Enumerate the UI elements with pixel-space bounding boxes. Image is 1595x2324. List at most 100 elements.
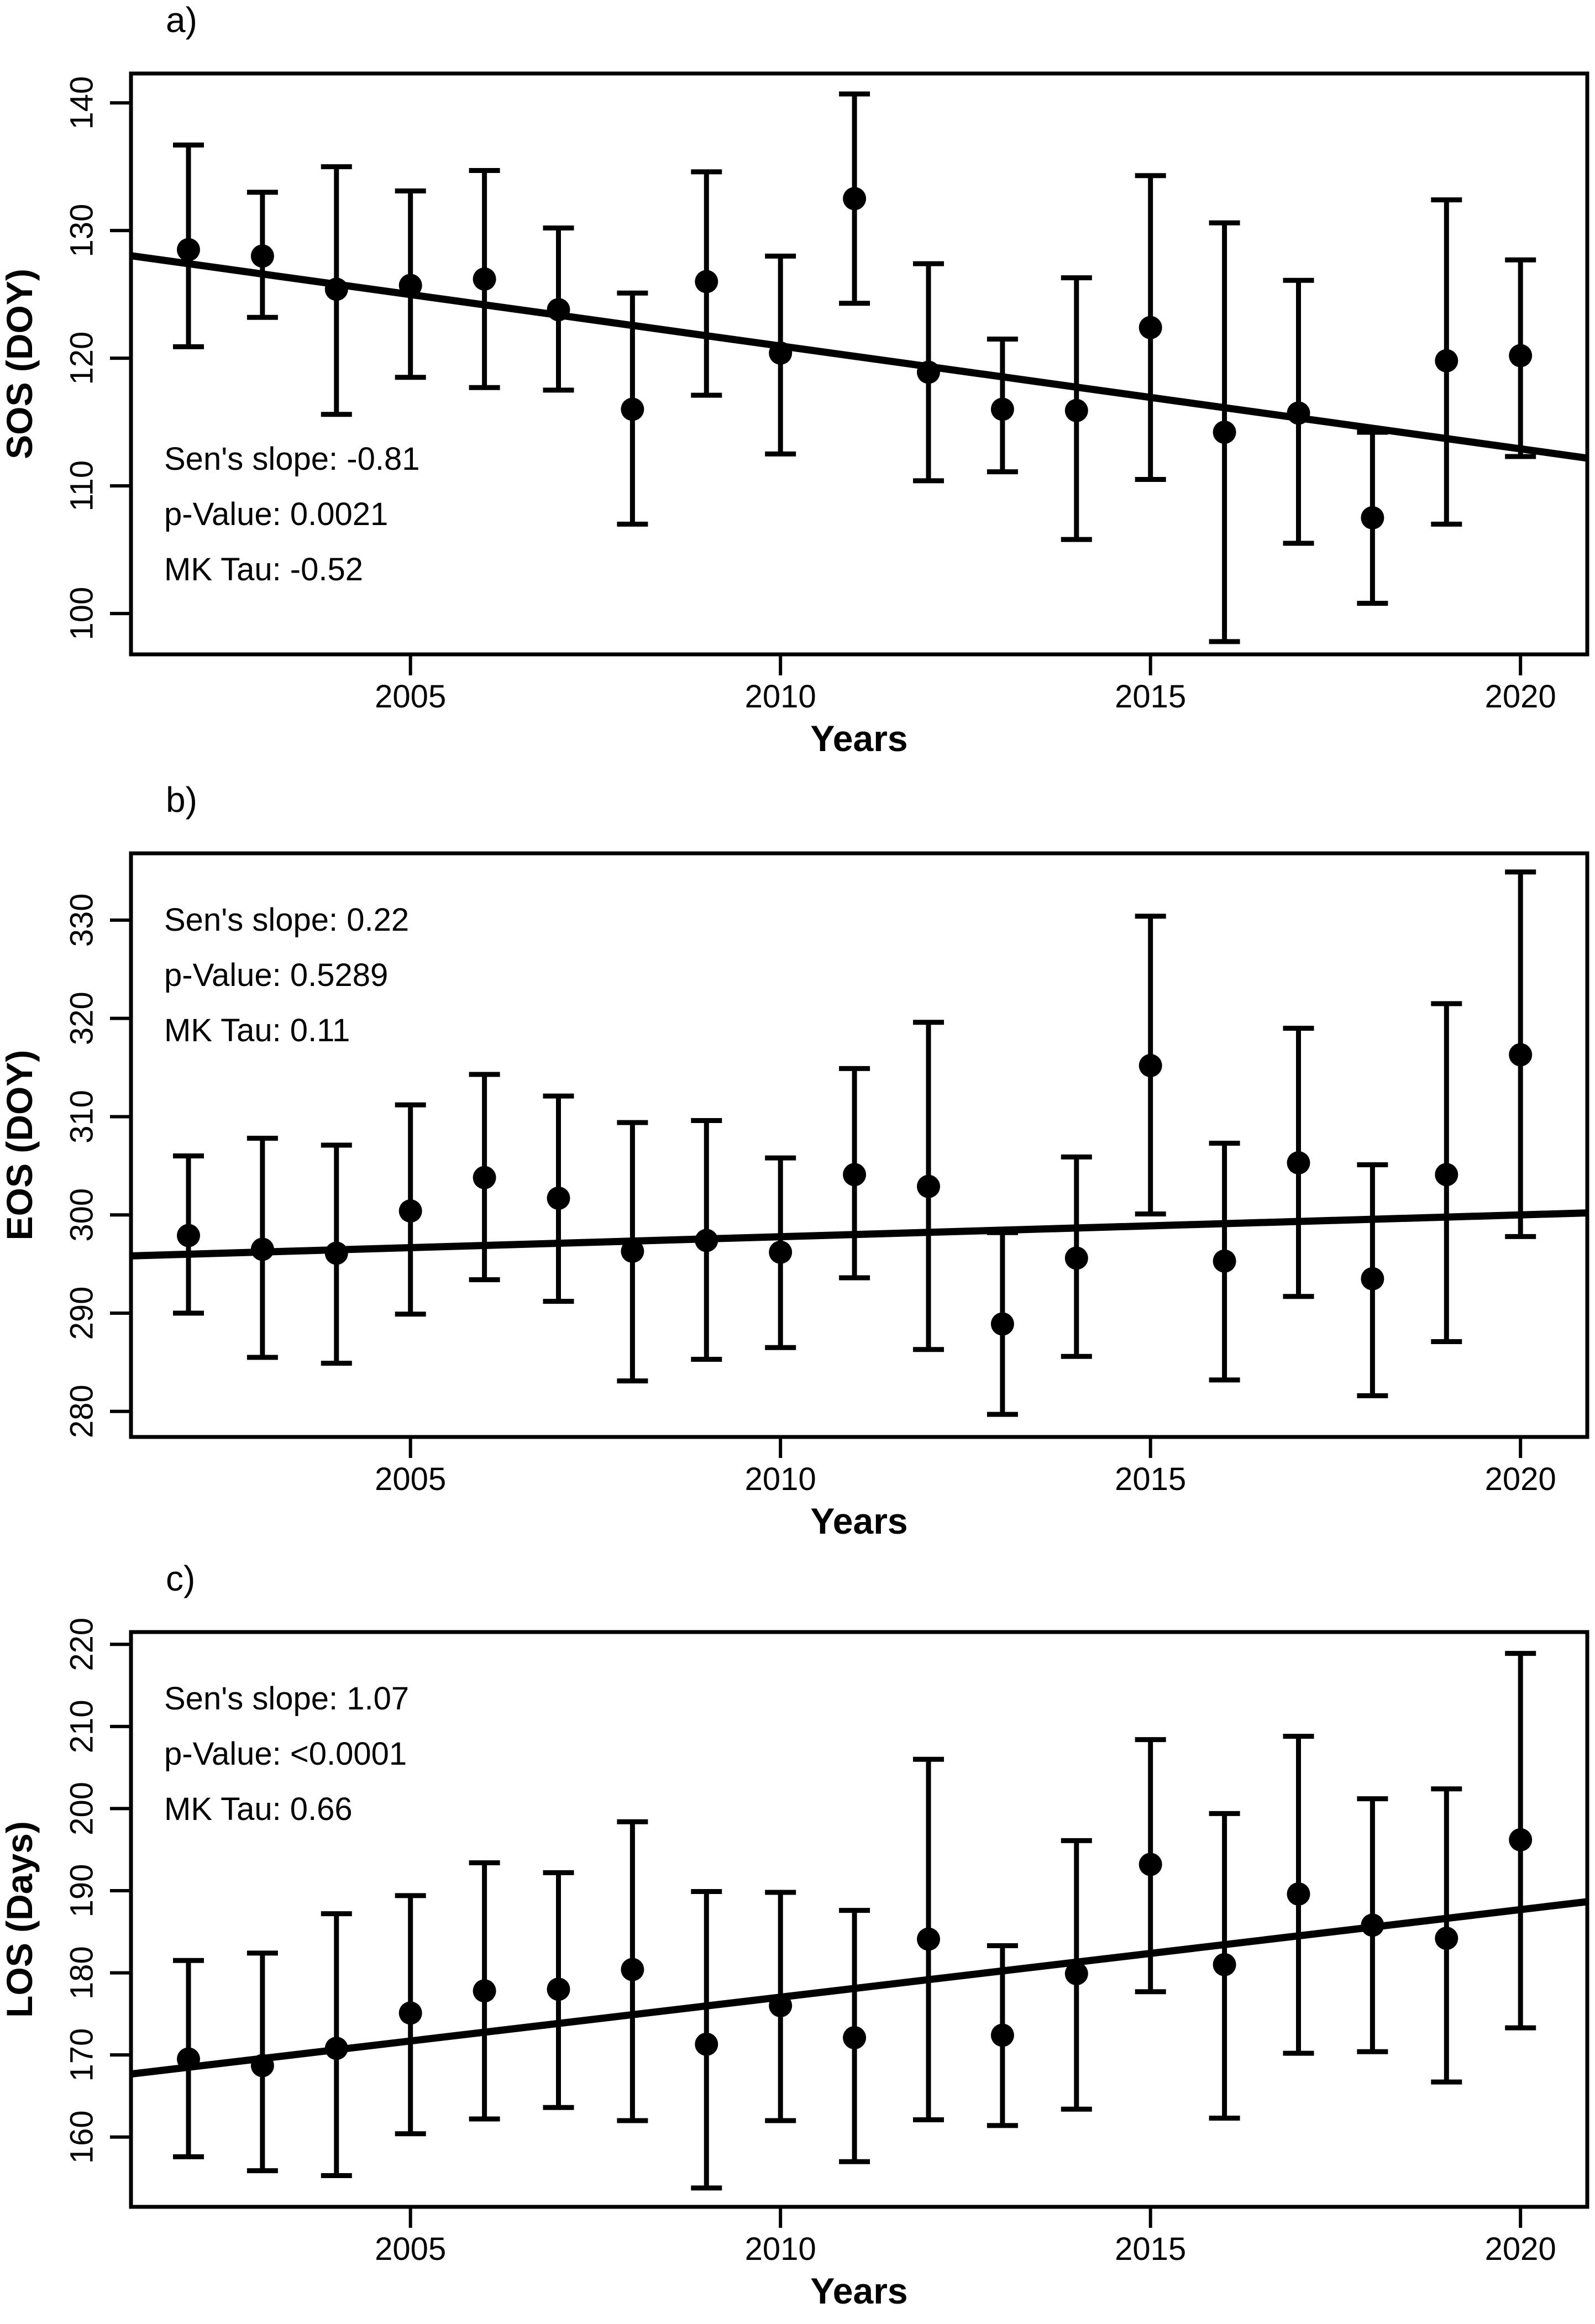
data-point bbox=[177, 2047, 200, 2071]
x-tick-label: 2005 bbox=[375, 1461, 446, 1497]
data-point bbox=[1509, 1828, 1533, 1851]
plot-box bbox=[129, 1630, 1589, 2209]
data-series bbox=[173, 1651, 1536, 2191]
data-point bbox=[1064, 1246, 1088, 1270]
data-point bbox=[1138, 316, 1162, 339]
data-point bbox=[1435, 1163, 1458, 1187]
data-point bbox=[1509, 1043, 1533, 1067]
y-axis-title: SOS (DOY) bbox=[0, 269, 40, 459]
data-point bbox=[1287, 401, 1310, 425]
data-point bbox=[1361, 1913, 1384, 1937]
data-point bbox=[250, 2054, 274, 2078]
trend-line bbox=[130, 1898, 1588, 2078]
stats-annotation: Sen's slope: 0.22 bbox=[164, 902, 409, 938]
data-point bbox=[621, 1240, 644, 1263]
stats-annotation: p-Value: 0.5289 bbox=[164, 957, 388, 993]
data-point bbox=[473, 1166, 496, 1189]
data-point bbox=[1509, 344, 1533, 368]
panel-c: c) 160 170 180 190 200 210 220 2005 2010 2015 2020 L… bbox=[0, 1559, 1589, 2311]
y-tick-label: 290 bbox=[64, 1287, 99, 1340]
y-tick-label: 130 bbox=[64, 204, 99, 258]
data-point bbox=[769, 1240, 793, 1264]
y-tick-label: 120 bbox=[64, 332, 99, 385]
data-point bbox=[177, 238, 200, 261]
x-tick-label: 2010 bbox=[745, 679, 816, 715]
data-point bbox=[695, 2032, 718, 2056]
x-tick-label: 2020 bbox=[1485, 1461, 1556, 1497]
data-point bbox=[843, 2026, 867, 2049]
data-point bbox=[177, 1224, 200, 1247]
panel-b: b) 280 290 300 310 320 330 2005 2010 2015 2020 EOS … bbox=[0, 780, 1589, 1541]
data-point bbox=[473, 1979, 496, 2003]
data-point bbox=[621, 1958, 644, 1981]
data-point bbox=[1287, 1151, 1310, 1174]
data-point bbox=[250, 1237, 274, 1261]
data-point bbox=[621, 397, 644, 421]
y-tick-label: 280 bbox=[64, 1384, 99, 1438]
data-point bbox=[917, 1174, 940, 1198]
x-tick-label: 2010 bbox=[745, 1461, 816, 1497]
x-axis-title: Years bbox=[810, 1501, 907, 1541]
panel-letter: c) bbox=[166, 1559, 195, 1598]
trend-line bbox=[130, 1209, 1588, 1260]
data-point bbox=[547, 298, 570, 322]
data-point bbox=[1213, 1953, 1236, 1976]
data-point bbox=[1138, 1054, 1162, 1077]
data-point bbox=[990, 1312, 1014, 1336]
data-point bbox=[990, 397, 1014, 421]
data-point bbox=[398, 2001, 422, 2025]
panel-a: a) 100 110 120 130 140 2005 2010 2015 2020 SOS (DO… bbox=[0, 0, 1589, 759]
x-axis-title: Years bbox=[810, 2270, 907, 2311]
data-point bbox=[324, 277, 348, 301]
data-point bbox=[324, 1241, 348, 1265]
data-point bbox=[917, 1927, 940, 1951]
y-tick-label: 100 bbox=[64, 587, 99, 641]
data-series bbox=[173, 91, 1536, 644]
data-series bbox=[173, 869, 1536, 1417]
y-tick-label: 220 bbox=[64, 1618, 99, 1671]
x-tick-label: 2005 bbox=[375, 2231, 446, 2267]
data-point bbox=[547, 1977, 570, 2001]
trend-line bbox=[130, 252, 1588, 462]
y-tick-label: 110 bbox=[64, 460, 99, 511]
data-point bbox=[1064, 1962, 1088, 1986]
y-tick-label: 330 bbox=[64, 893, 99, 947]
data-point bbox=[843, 1163, 867, 1187]
y-axis-title: EOS (DOY) bbox=[0, 1050, 40, 1241]
y-tick-label: 180 bbox=[64, 1946, 99, 2000]
y-tick-label: 310 bbox=[64, 1090, 99, 1143]
x-tick-label: 2015 bbox=[1115, 2231, 1186, 2267]
data-point bbox=[1361, 1267, 1384, 1290]
stats-annotation: p-Value: <0.0001 bbox=[164, 1736, 407, 1772]
y-tick-label: 170 bbox=[64, 2028, 99, 2082]
panel-letter: a) bbox=[166, 0, 197, 40]
stats-annotation: p-Value: 0.0021 bbox=[164, 496, 388, 532]
data-point bbox=[769, 341, 793, 365]
y-axis-title: LOS (Days) bbox=[0, 1821, 40, 2018]
x-tick-label: 2020 bbox=[1485, 679, 1556, 715]
stats-annotation: MK Tau: 0.66 bbox=[164, 1791, 353, 1827]
data-point bbox=[990, 2023, 1014, 2047]
data-point bbox=[473, 267, 496, 291]
data-point bbox=[1213, 421, 1236, 444]
data-point bbox=[917, 360, 940, 384]
data-point bbox=[695, 270, 718, 293]
data-point bbox=[398, 1199, 422, 1223]
x-tick-label: 2005 bbox=[375, 679, 446, 715]
y-tick-label: 200 bbox=[64, 1782, 99, 1835]
panel-letter: b) bbox=[166, 780, 197, 820]
data-point bbox=[1435, 1927, 1458, 1950]
data-point bbox=[1138, 1853, 1162, 1876]
y-tick-label: 190 bbox=[64, 1864, 99, 1918]
stats-annotation: Sen's slope: -0.81 bbox=[164, 441, 419, 477]
stats-annotation: Sen's slope: 1.07 bbox=[164, 1681, 409, 1717]
y-tick-label: 210 bbox=[64, 1699, 99, 1753]
x-tick-label: 2015 bbox=[1115, 1461, 1186, 1497]
data-point bbox=[843, 187, 867, 211]
data-point bbox=[250, 244, 274, 268]
y-tick-label: 160 bbox=[64, 2110, 99, 2164]
x-tick-label: 2015 bbox=[1115, 679, 1186, 715]
stats-annotation: MK Tau: 0.11 bbox=[164, 1013, 350, 1048]
